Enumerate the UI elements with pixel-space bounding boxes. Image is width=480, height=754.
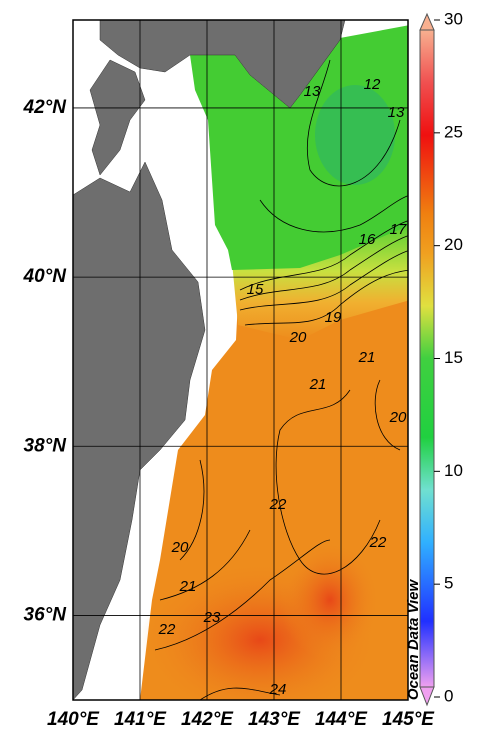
contour-label: 22 (269, 496, 287, 513)
warm-core (280, 540, 380, 660)
x-tick-label: 143°E (248, 709, 301, 730)
cold-core (315, 85, 395, 185)
contour-label: 16 (359, 231, 376, 248)
map-field (73, 20, 408, 700)
contour-label: 22 (369, 534, 387, 551)
colorbar-label: 5 (444, 574, 453, 593)
x-tick-label: 144°E (315, 709, 368, 730)
colorbar-label: 15 (444, 348, 463, 367)
y-tick-label: 38°N (24, 435, 68, 456)
contour-label: 20 (389, 409, 407, 426)
land (73, 161, 206, 700)
contour-label: 23 (203, 609, 221, 626)
colorbar (419, 29, 435, 688)
contour-label: 20 (171, 539, 189, 556)
contour-label: 13 (304, 83, 321, 100)
x-tick-label: 140°E (47, 709, 100, 730)
y-tick-label: 42°N (23, 97, 68, 118)
contour-label: 17 (390, 221, 407, 238)
land (99, 20, 346, 109)
y-tick-label: 40°N (23, 266, 68, 287)
x-tick-label: 145°E (382, 709, 435, 730)
contour-label: 24 (269, 681, 287, 698)
contour-label: 21 (358, 349, 376, 366)
colorbar-label: 30 (444, 9, 463, 28)
contours (154, 59, 408, 700)
contour-label: 20 (289, 329, 307, 346)
contour-label: 13 (388, 104, 405, 121)
contour-label: 15 (247, 281, 264, 298)
colorbar-label: 10 (444, 461, 463, 480)
y-tick-label: 36°N (24, 604, 68, 625)
watermark: Ocean Data View (405, 579, 422, 701)
colorbar-label: 20 (444, 235, 463, 254)
contour-label: 21 (309, 376, 327, 393)
contour-label: 19 (325, 309, 342, 326)
front-band (232, 216, 408, 340)
land (89, 59, 146, 176)
contour-label: 22 (158, 621, 176, 638)
colorbar-cap (419, 12, 435, 31)
contour-label: 21 (179, 578, 197, 595)
colorbar-label: 0 (444, 686, 453, 705)
contour-label: 12 (364, 76, 381, 93)
colorbar-cap (419, 686, 435, 707)
colorbar-label: 25 (444, 122, 463, 141)
x-tick-label: 142°E (181, 709, 234, 730)
x-tick-label: 141°E (114, 709, 167, 730)
